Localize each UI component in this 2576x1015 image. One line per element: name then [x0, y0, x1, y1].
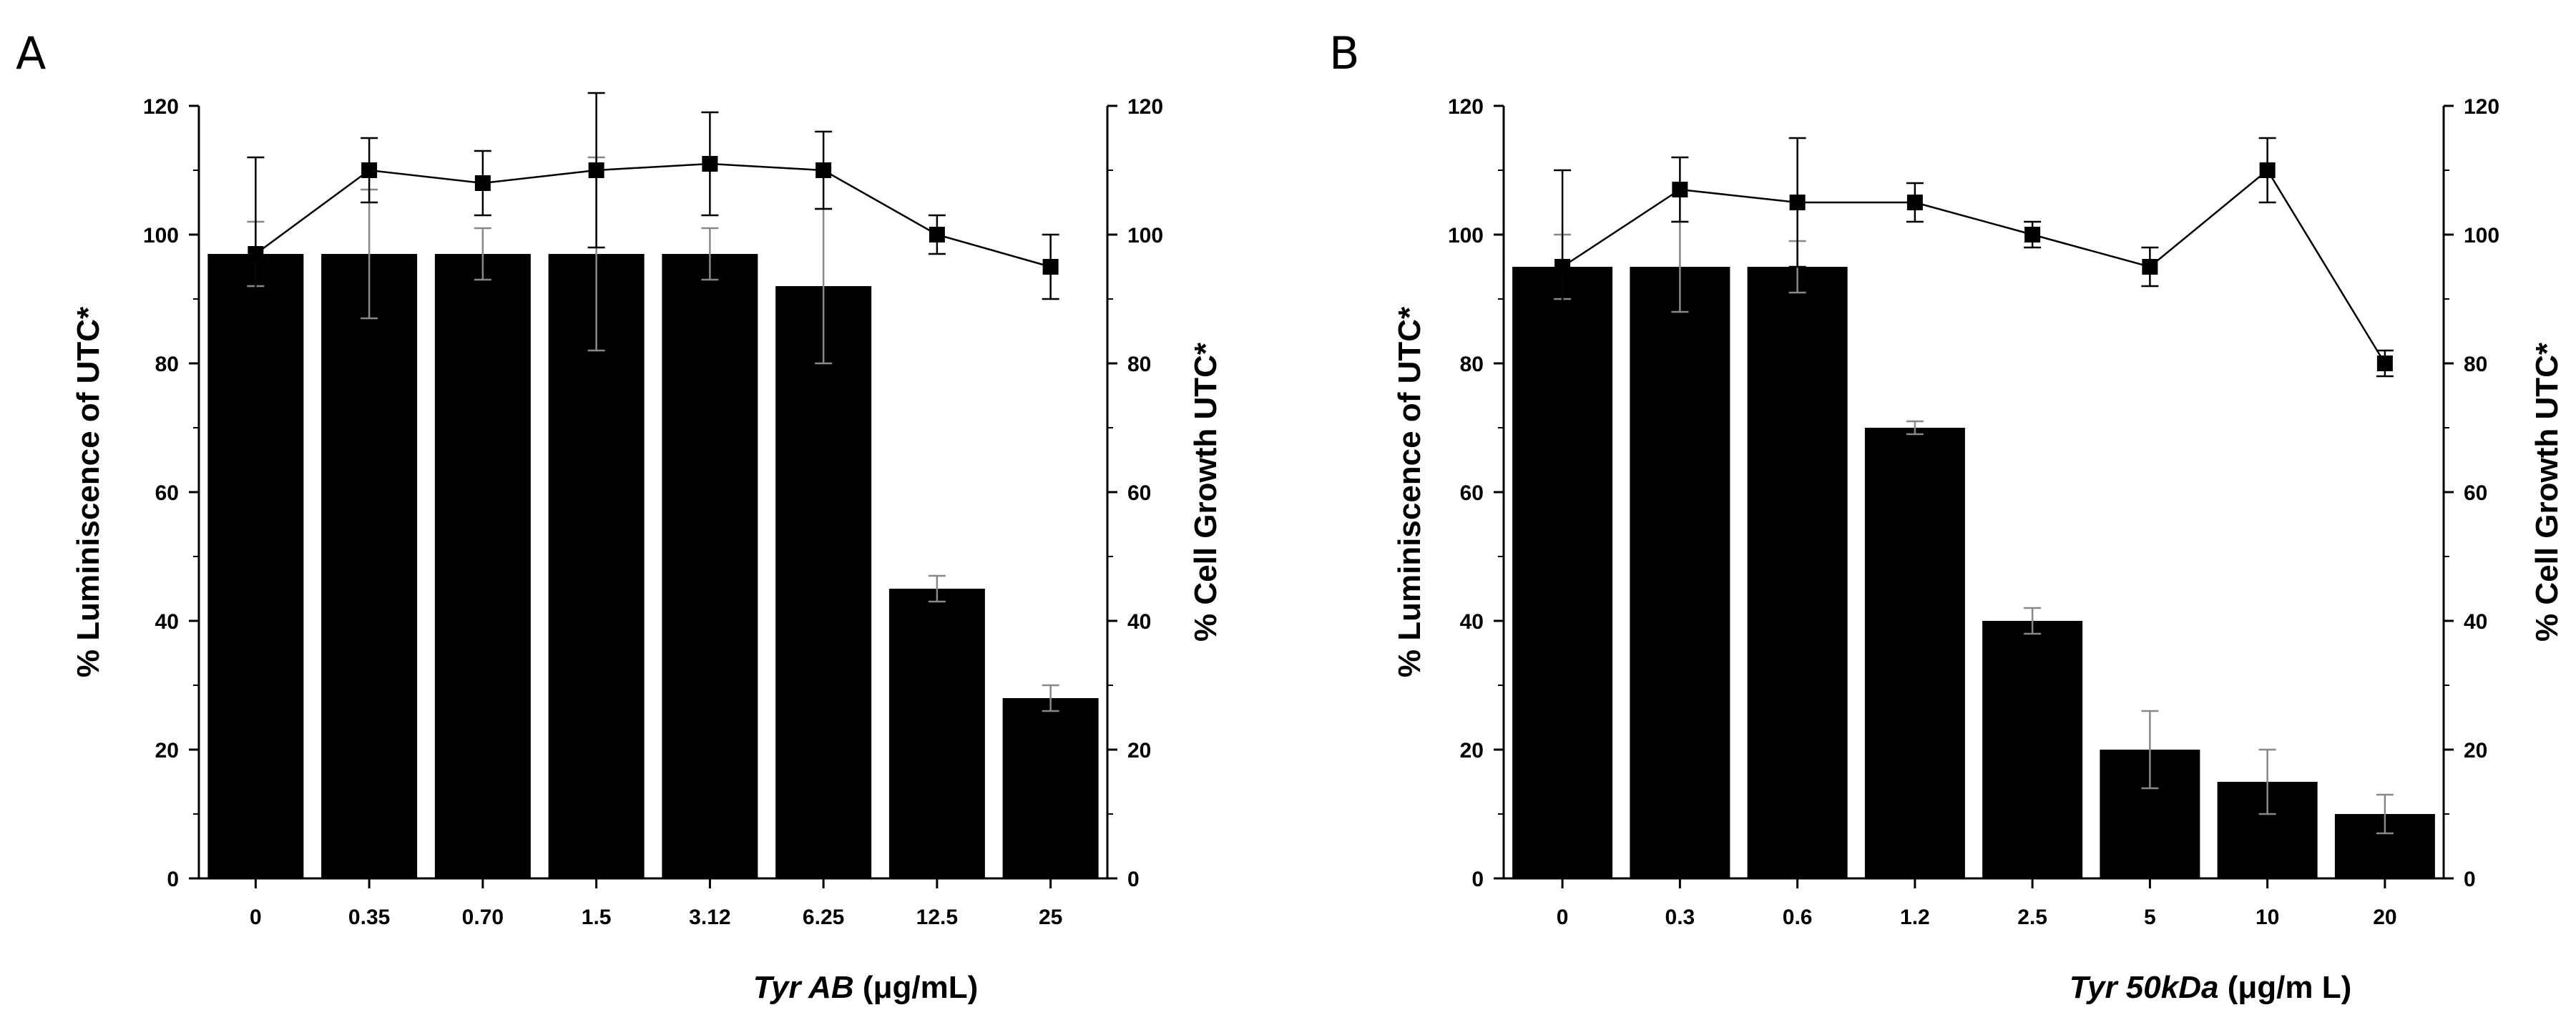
x-axis-title: Tyr 50kDa (μg/m L) [2070, 970, 2352, 1005]
cell-growth-marker [1672, 182, 1688, 197]
cell-growth-line [1562, 169, 2386, 364]
y-tick-label-left: 120 [143, 95, 179, 119]
y-tick-label-right: 40 [2464, 610, 2487, 634]
y-tick-label-left: 40 [1460, 610, 1484, 634]
x-tick-label: 3.12 [689, 906, 730, 929]
y-tick-label-left: 120 [1448, 95, 1484, 119]
x-tick-label: 0.3 [1665, 906, 1695, 929]
y-tick-label-right: 60 [2464, 481, 2487, 505]
bar [888, 589, 985, 878]
bar [1982, 621, 2083, 878]
bar [548, 254, 645, 878]
x-tick-label: 12.5 [916, 906, 958, 929]
y-tick-label-left: 0 [1471, 868, 1484, 891]
y-tick-label-left: 20 [155, 739, 179, 763]
y-tick-label-right: 100 [1127, 224, 1163, 247]
x-tick-label: 2.5 [2017, 906, 2047, 929]
cell-growth-marker [816, 162, 832, 178]
bar [321, 254, 418, 878]
y-tick-label-left: 100 [1448, 224, 1484, 247]
bar [434, 254, 531, 878]
y-axis-title-right: % Cell Growth UTC* [2530, 342, 2565, 642]
y-tick-label-left: 0 [167, 868, 179, 891]
y-tick-label-right: 120 [2464, 95, 2499, 119]
x-tick-label: 10 [2256, 906, 2279, 929]
y-tick-label-right: 0 [2464, 868, 2476, 891]
bar [775, 286, 872, 878]
y-tick-label-right: 60 [1127, 481, 1151, 505]
y-axis-title-right: % Cell Growth UTC* [1188, 342, 1223, 642]
bar [1747, 267, 1848, 878]
y-tick-label-right: 40 [1127, 610, 1151, 634]
bar [1512, 267, 1613, 878]
x-tick-label: 5 [2144, 906, 2156, 929]
y-tick-label-right: 120 [1127, 95, 1163, 119]
cell-growth-marker [2024, 227, 2041, 242]
cell-growth-marker [2259, 162, 2276, 178]
x-axis-title-name: Tyr AB [753, 970, 854, 1005]
y-tick-label-left: 40 [155, 610, 179, 634]
cell-growth-marker [2142, 259, 2158, 275]
x-tick-label: 0.70 [462, 906, 504, 929]
x-tick-label: 20 [2373, 906, 2396, 929]
y-tick-label-left: 60 [1460, 481, 1484, 505]
cell-growth-marker [474, 175, 491, 191]
x-tick-label: 0.6 [1783, 906, 1813, 929]
x-axis-title: Tyr AB (μg/mL) [753, 970, 979, 1005]
y-tick-label-left: 80 [155, 353, 179, 376]
y-axis-title-left: % Luminiscence of UTC* [71, 306, 106, 677]
cell-growth-marker [1554, 259, 1571, 275]
cell-growth-marker [1789, 195, 1806, 210]
bar [1864, 428, 1965, 878]
panel-label-b: B [1329, 27, 1360, 79]
x-axis-title-name: Tyr 50kDa [2070, 970, 2219, 1005]
y-tick-label-left: 60 [155, 481, 179, 505]
cell-growth-marker [361, 162, 378, 178]
bar [1630, 267, 1730, 878]
cell-growth-marker [1906, 195, 1923, 210]
bar [1002, 698, 1099, 878]
panel-label-a: A [16, 27, 46, 79]
cell-growth-marker [248, 246, 264, 262]
y-tick-label-right: 100 [2464, 224, 2499, 247]
x-tick-label: 0 [1557, 906, 1569, 929]
chart-b: 0 0 20 20 40 40 60 60 80 80 100 100 120 120 0 0.3 0.6 1.2… [1392, 95, 2565, 1005]
y-tick-label-right: 80 [1127, 353, 1151, 376]
cell-growth-marker [929, 227, 945, 242]
x-tick-label: 0.35 [348, 906, 390, 929]
chart-a: 0 0 20 20 40 40 60 60 80 80 100 100 120 120 0 0.35 0.70 1… [71, 92, 1223, 1005]
panel-a: A 0 0 20 20 40 40 60 60 80 80 100 100 120 120 0 0.35 0.7… [16, 27, 1223, 1005]
x-tick-label: 1.2 [1900, 906, 1930, 929]
y-tick-label-left: 20 [1460, 739, 1484, 763]
cell-growth-marker [588, 162, 604, 178]
y-tick-label-right: 0 [1127, 868, 1140, 891]
x-tick-label: 1.5 [582, 906, 612, 929]
y-tick-label-right: 20 [1127, 739, 1151, 763]
panel-b: B 0 0 20 20 40 40 60 60 80 80 100 100 120 120 0 0.3 0.6 1… [1329, 27, 2565, 1005]
cell-growth-line [255, 162, 1051, 268]
y-tick-label-right: 80 [2464, 353, 2487, 376]
y-tick-label-right: 20 [2464, 739, 2487, 763]
cell-growth-marker [702, 156, 718, 172]
bar [662, 254, 758, 878]
x-axis-title-unit: (μg/mL) [854, 970, 979, 1005]
y-tick-label-left: 100 [143, 224, 179, 247]
x-tick-label: 0 [250, 906, 262, 929]
x-axis-title-unit: (μg/m L) [2218, 970, 2351, 1005]
x-tick-label: 25 [1039, 906, 1062, 929]
y-tick-label-left: 80 [1460, 353, 1484, 376]
cell-growth-marker [2376, 356, 2393, 371]
y-axis-title-left: % Luminiscence of UTC* [1392, 306, 1427, 677]
bar [207, 254, 304, 878]
cell-growth-marker [1042, 259, 1059, 275]
x-tick-label: 6.25 [803, 906, 844, 929]
